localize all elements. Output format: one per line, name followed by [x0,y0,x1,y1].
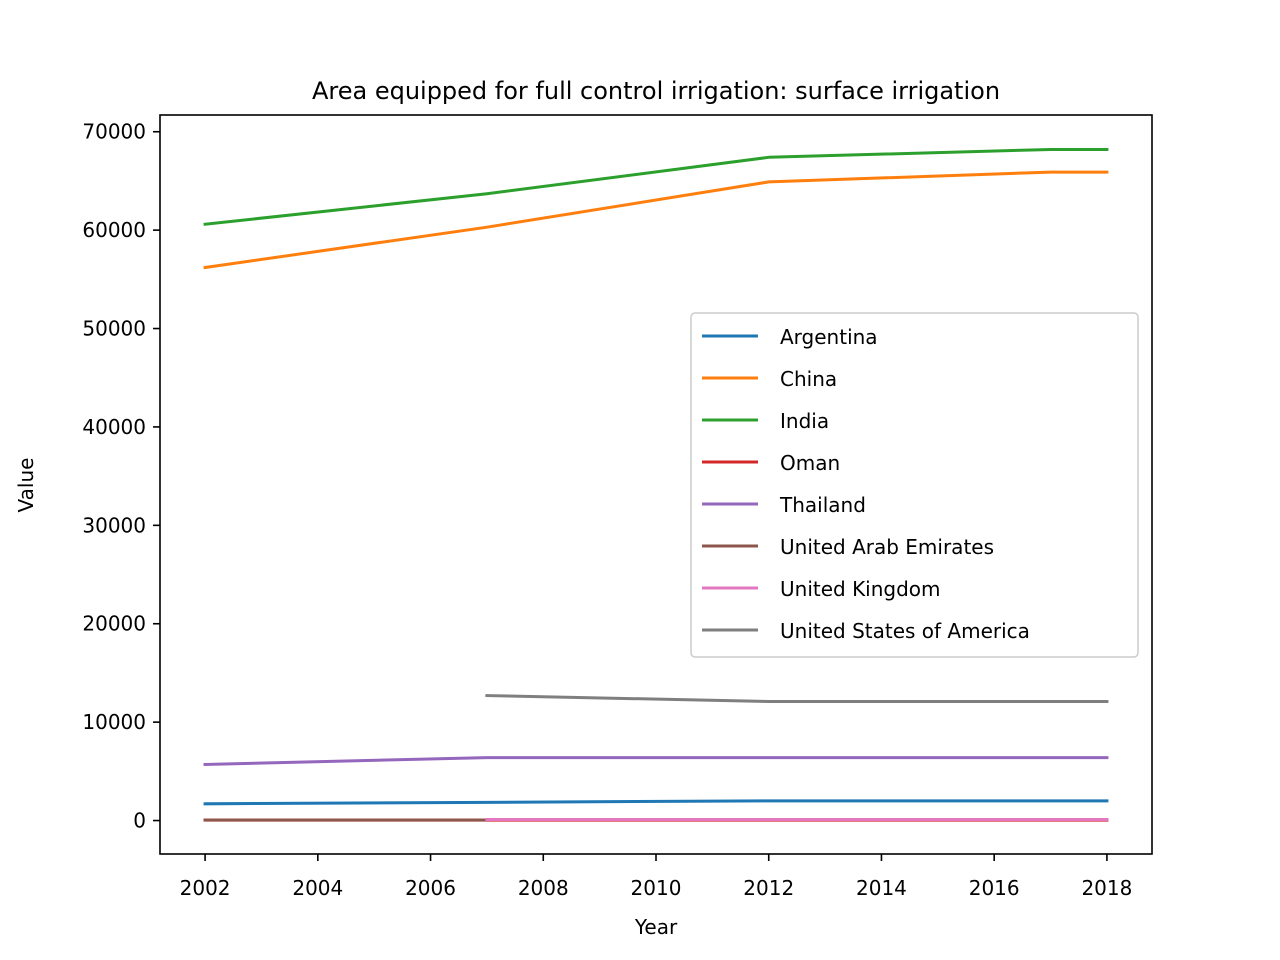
legend-label-oman: Oman [780,451,840,475]
legend-label-india: India [780,409,829,433]
series-line-united-states-of-america [485,694,1109,703]
x-axis-label: Year [634,915,678,939]
y-axis-ticks: 0 10000 20000 30000 40000 50000 60000 70000 [82,120,160,833]
x-tick-label: 2006 [405,876,456,900]
plot-frame [159,114,1153,855]
y-axis-label: Value [14,458,38,513]
x-tick-label: 2014 [856,876,907,900]
chart-title: Area equipped for full control irrigatio… [312,77,1000,105]
x-tick-label: 2002 [180,876,231,900]
legend: Argentina China India Oman Thailand United Ar… [690,312,1139,658]
legend-frame [690,312,1139,658]
legend-label-thailand: Thailand [779,493,866,517]
x-tick-label: 2010 [631,876,682,900]
legend-entries: Argentina China India Oman Thailand United Ar… [702,325,1030,643]
series-line-china [203,170,1109,270]
legend-label-united-states-of-america: United States of America [780,619,1030,643]
x-tick-label: 2004 [292,876,343,900]
legend-label-china: China [780,367,837,391]
y-tick-label: 60000 [82,218,146,242]
y-tick-label: 20000 [82,612,146,636]
series-line-argentina [203,799,1109,806]
series-layer [203,147,1109,822]
series-line-india [203,147,1109,226]
legend-label-argentina: Argentina [780,325,878,349]
x-axis-ticks: 2002 2004 2006 2008 2010 2012 2014 2016 2018 [180,854,1132,900]
x-tick-label: 2012 [743,876,794,900]
y-tick-label: 40000 [82,415,146,439]
y-tick-label: 50000 [82,317,146,341]
series-line-thailand [203,756,1109,766]
y-tick-label: 10000 [82,710,146,734]
x-tick-label: 2016 [969,876,1020,900]
legend-label-united-arab-emirates: United Arab Emirates [780,535,994,559]
x-tick-label: 2018 [1081,876,1132,900]
y-tick-label: 0 [133,809,146,833]
x-tick-label: 2008 [518,876,569,900]
y-tick-label: 70000 [82,120,146,144]
legend-label-united-kingdom: United Kingdom [780,577,941,601]
y-tick-label: 30000 [82,513,146,537]
